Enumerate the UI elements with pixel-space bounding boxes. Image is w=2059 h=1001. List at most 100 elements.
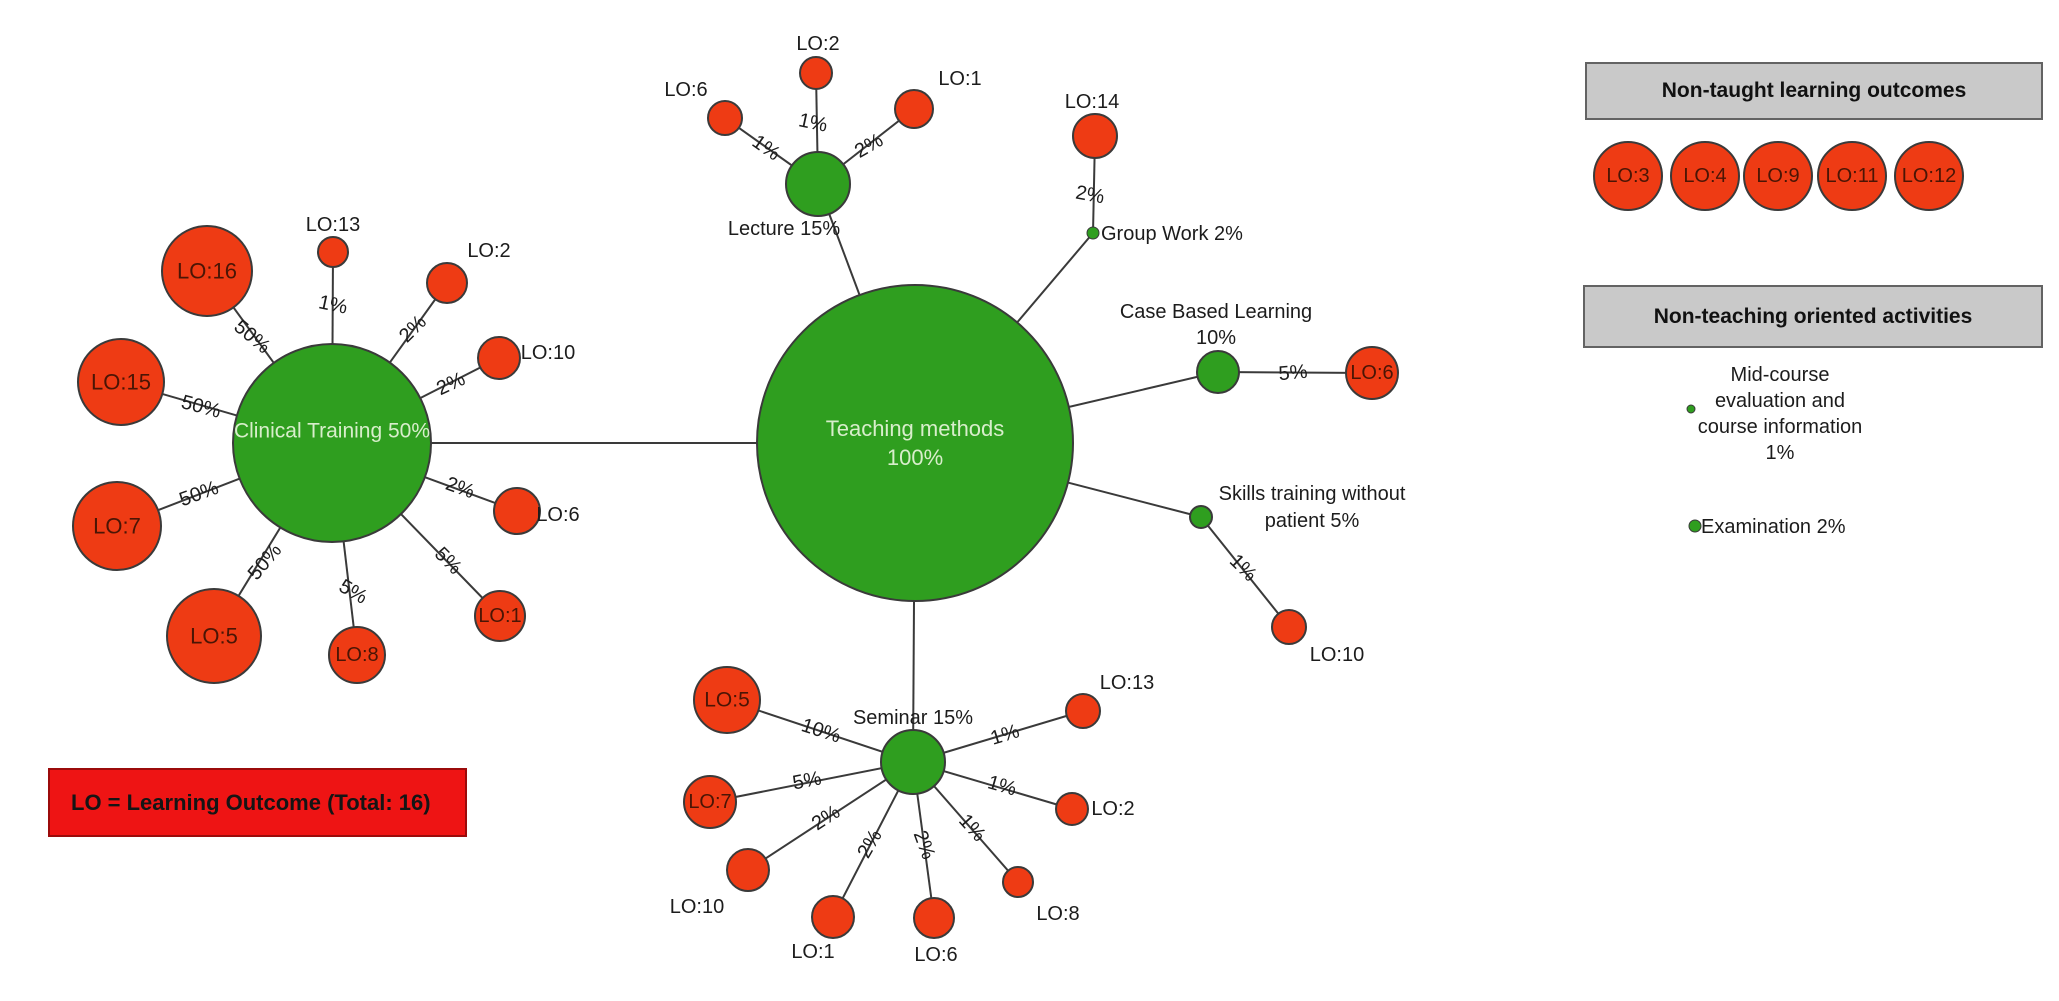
node-nontaught-lo12-label: LO:12 [1902, 165, 1956, 187]
node-nontaught-lo12 [1894, 141, 1964, 211]
midcourse-label: 1% [1766, 442, 1795, 464]
node-seminar-lo7 [683, 775, 737, 829]
edge-label-clinical-training-clinical-lo13: 1% [317, 291, 350, 319]
node-examination-dot [1688, 519, 1702, 533]
seminar-label: Seminar 15% [853, 707, 973, 729]
node-nontaught-lo3 [1593, 141, 1663, 211]
node-nontaught-lo4-label: LO:4 [1683, 165, 1726, 187]
node-casebased-lo6-label: LO:6 [1350, 362, 1393, 384]
clinical-lo6-label: LO:6 [536, 504, 579, 526]
skills-label: Skills training without [1219, 483, 1406, 505]
node-nontaught-lo11 [1817, 141, 1887, 211]
seminar-lo13-label: LO:13 [1100, 672, 1154, 694]
edge-label-clinical-training-clinical-lo8: 5% [335, 575, 371, 609]
node-clinical-training [232, 343, 432, 543]
node-casebased [1196, 350, 1240, 394]
edge-skills-skills-lo10 [1200, 516, 1290, 628]
node-clinical-lo10 [477, 336, 521, 380]
node-clinical-lo16-label: LO:16 [177, 259, 237, 284]
node-nontaught-lo11-label: LO:11 [1826, 165, 1879, 187]
node-clinical-lo6 [493, 487, 541, 535]
clinical-lo2-label: LO:2 [467, 240, 510, 262]
node-clinical-lo2 [426, 262, 468, 304]
non-taught-panel-title: Non-taught learning outcomes [1661, 79, 1967, 102]
edge-label-lecture-lecture-lo6: 1% [748, 131, 784, 166]
clinical-lo10-label: LO:10 [521, 342, 575, 364]
midcourse-label: Mid-course [1731, 364, 1830, 386]
node-clinical-lo16 [161, 225, 253, 317]
edge-label-lecture-lecture-lo2: 1% [797, 109, 830, 137]
node-seminar-lo8 [1002, 866, 1034, 898]
edge-label-clinical-training-clinical-lo16: 50% [230, 316, 275, 359]
node-nontaught-lo3-label: LO:3 [1606, 165, 1649, 187]
node-clinical-lo1 [474, 590, 526, 642]
edge-label-seminar-seminar-lo7: 5% [791, 767, 824, 794]
node-lecture [785, 151, 851, 217]
node-clinical-lo15 [77, 338, 165, 426]
lecture-label: Lecture 15% [728, 218, 841, 240]
examination-label: Examination 2% [1701, 516, 1846, 538]
lecture-lo1-label: LO:1 [938, 68, 981, 90]
node-seminar [880, 729, 946, 795]
seminar-lo2-label: LO:2 [1091, 798, 1134, 820]
groupwork-lo14-label: LO:14 [1065, 91, 1119, 113]
node-lecture-lo1 [894, 89, 934, 129]
node-teaching-methods [756, 284, 1074, 602]
edge-label-clinical-training-clinical-lo6: 2% [443, 473, 478, 504]
edge-label-skills-skills-lo10: 1% [1225, 550, 1261, 586]
edge-label-seminar-seminar-lo10: 2% [808, 801, 844, 835]
legend-label: LO = Learning Outcome (Total: 16) [71, 789, 431, 815]
node-clinical-lo7 [72, 481, 162, 571]
lecture-lo2-label: LO:2 [796, 33, 839, 55]
node-seminar-lo6 [913, 897, 955, 939]
edge-seminar-seminar-lo7 [709, 761, 914, 803]
node-groupwork-lo14 [1072, 113, 1118, 159]
node-seminar-lo7-label: LO:7 [688, 791, 731, 813]
node-teaching-methods-label: 100% [887, 445, 943, 470]
node-seminar-lo1 [811, 895, 855, 939]
node-clinical-lo15-label: LO:15 [91, 370, 151, 395]
casebased-label: 10% [1196, 327, 1236, 349]
node-nontaught-lo9 [1743, 141, 1813, 211]
node-clinical-lo5 [166, 588, 262, 684]
edge-label-groupwork-groupwork-lo14: 2% [1074, 182, 1107, 209]
casebased-label: Case Based Learning [1120, 301, 1312, 323]
edge-label-clinical-training-clinical-lo2: 2% [395, 311, 431, 347]
skills-label: patient 5% [1265, 510, 1360, 532]
edge-label-seminar-seminar-lo1: 2% [853, 826, 887, 862]
skills-lo10-label: LO:10 [1310, 644, 1364, 666]
groupwork-label: Group Work 2% [1101, 223, 1243, 245]
node-clinical-lo5-label: LO:5 [190, 624, 238, 649]
midcourse-label: evaluation and [1715, 390, 1845, 412]
node-seminar-lo13 [1065, 693, 1101, 729]
node-clinical-lo1-label: LO:1 [478, 605, 521, 627]
node-teaching-methods-label: Teaching methods [826, 416, 1005, 441]
node-clinical-lo8-label: LO:8 [335, 644, 378, 666]
node-seminar-lo2 [1055, 792, 1089, 826]
node-skills [1189, 505, 1213, 529]
non-teaching-panel-title: Non-teaching oriented activities [1653, 304, 1973, 328]
edge-label-seminar-seminar-lo2: 1% [985, 771, 1019, 800]
node-skills-lo10 [1271, 609, 1307, 645]
node-seminar-lo10 [726, 848, 770, 892]
lecture-lo6-label: LO:6 [664, 79, 707, 101]
clinical-lo13-label: LO:13 [306, 214, 360, 236]
non-teaching-panel-header: Non-teaching oriented activities [1583, 285, 2043, 348]
edge-label-clinical-training-clinical-lo7: 50% [176, 477, 221, 511]
edge-label-seminar-seminar-lo13: 1% [988, 720, 1022, 750]
node-nontaught-lo9-label: LO:9 [1756, 165, 1799, 187]
node-nontaught-lo4 [1670, 141, 1740, 211]
edge-label-casebased-casebased-lo6: 5% [1278, 361, 1309, 385]
node-clinical-training-label: Clinical Training 50% [234, 420, 430, 443]
node-seminar-lo5-label: LO:5 [704, 689, 750, 712]
node-clinical-lo8 [328, 626, 386, 684]
node-groupwork [1086, 226, 1100, 240]
node-clinical-lo13 [317, 236, 349, 268]
node-midcourse-dot [1686, 404, 1696, 414]
edge-label-clinical-training-clinical-lo15: 50% [179, 391, 224, 423]
legend-box: LO = Learning Outcome (Total: 16) [48, 768, 467, 837]
node-clinical-lo7-label: LO:7 [93, 514, 141, 539]
node-lecture-lo6 [707, 100, 743, 136]
